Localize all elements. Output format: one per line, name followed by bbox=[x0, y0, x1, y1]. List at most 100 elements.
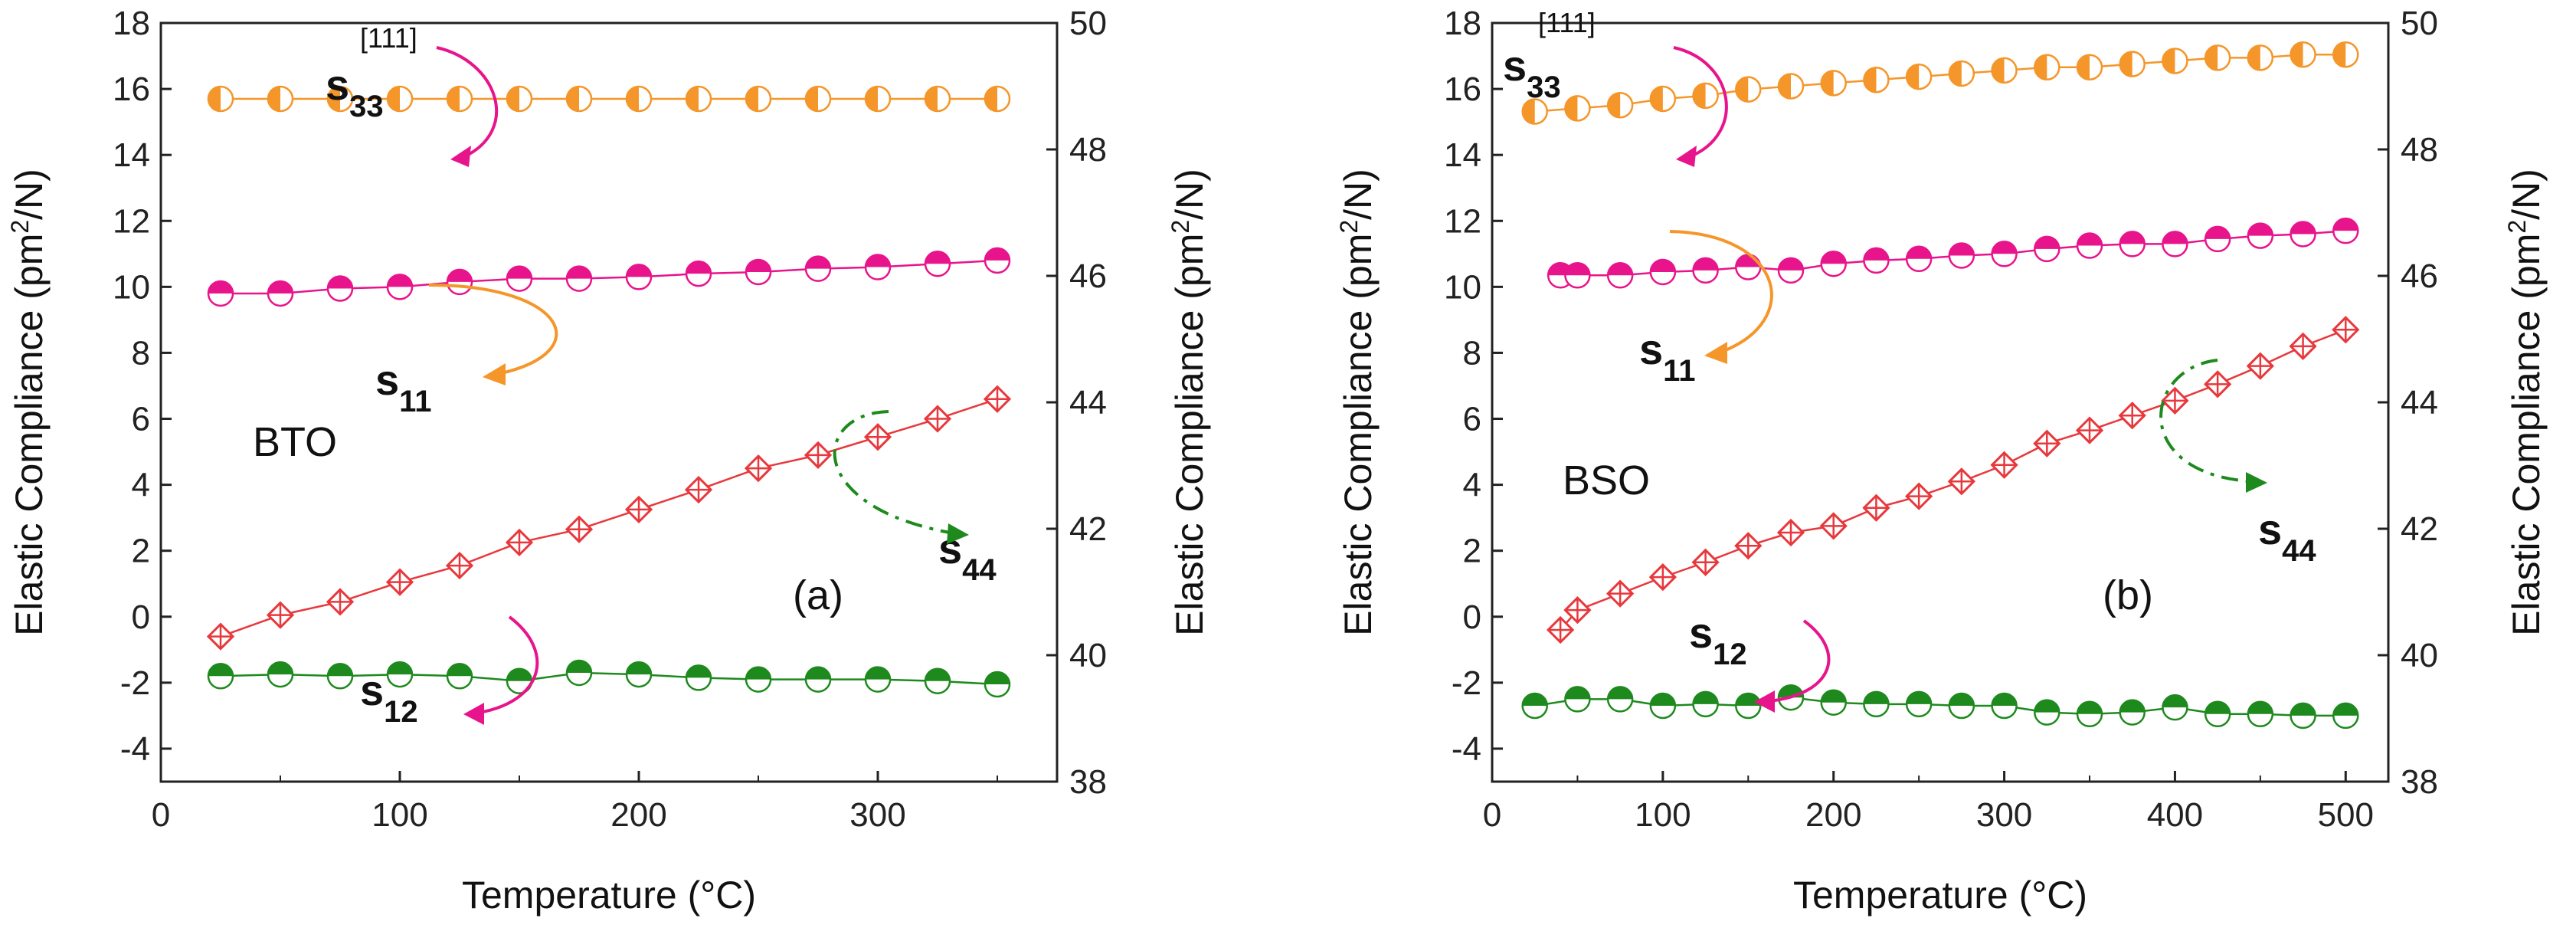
x-tick-label: 0 bbox=[1483, 796, 1501, 834]
data-point-s12 bbox=[864, 666, 892, 693]
svg-text:s11: s11 bbox=[1639, 325, 1695, 388]
y-tick-label-left: 4 bbox=[1463, 467, 1481, 504]
data-point-s33 bbox=[625, 85, 653, 113]
label-s33: s33 [111] bbox=[1503, 7, 1596, 104]
data-point-s44 bbox=[2118, 402, 2146, 430]
data-point-s11 bbox=[2119, 231, 2146, 257]
svg-text:[111]: [111] bbox=[360, 22, 417, 54]
data-point-s44 bbox=[2246, 352, 2274, 380]
data-point-s44 bbox=[326, 588, 355, 616]
data-point-s33 bbox=[1905, 63, 1933, 90]
data-point-s33 bbox=[1564, 95, 1591, 122]
data-point-s11 bbox=[1905, 245, 1933, 273]
data-point-s33 bbox=[685, 85, 712, 113]
panel-b: 0 100 200 300 400 500-4-202468101214161838404… bbox=[1335, 5, 2548, 917]
data-point-s44 bbox=[2161, 386, 2189, 415]
svg-text:[111]: [111] bbox=[1538, 7, 1596, 38]
data-point-s12 bbox=[745, 666, 772, 693]
x-axis-label: Temperature (°C) bbox=[462, 874, 756, 917]
data-point-s33 bbox=[864, 85, 892, 113]
data-point-s33 bbox=[2119, 51, 2146, 77]
y-tick-label-left: -4 bbox=[120, 730, 150, 768]
data-point-s11 bbox=[984, 247, 1011, 274]
data-point-s12 bbox=[386, 661, 414, 688]
y-tick-label-right: 42 bbox=[2401, 510, 2438, 548]
plot-frame bbox=[1491, 21, 2390, 783]
y-tick-label-right: 38 bbox=[2401, 763, 2438, 801]
label-s11: s11 bbox=[375, 356, 431, 418]
data-point-s12 bbox=[1820, 689, 1847, 716]
data-point-s33 bbox=[924, 85, 951, 113]
arrow-s44-head bbox=[2246, 472, 2267, 493]
data-point-s11 bbox=[506, 265, 533, 292]
data-point-s11 bbox=[2034, 235, 2060, 263]
arrow-s44 bbox=[2159, 359, 2249, 483]
data-point-s12 bbox=[2290, 702, 2316, 730]
data-point-s33 bbox=[506, 85, 533, 113]
data-point-s12 bbox=[1692, 690, 1719, 718]
label-s12: s12 bbox=[360, 666, 418, 729]
data-point-s11 bbox=[924, 250, 951, 277]
svg-text:s11: s11 bbox=[375, 356, 431, 418]
arrow-s11-head bbox=[1704, 342, 1727, 364]
data-point-s11 bbox=[1692, 257, 1719, 284]
x-tick-label: 300 bbox=[1976, 796, 2032, 834]
data-point-s44 bbox=[1734, 532, 1763, 560]
data-point-s12 bbox=[1606, 686, 1634, 713]
data-point-s12 bbox=[1863, 690, 1890, 718]
x-axis-label: Temperature (°C) bbox=[1793, 874, 2087, 917]
data-point-s11 bbox=[685, 260, 712, 287]
panel-label: (a) bbox=[793, 572, 843, 618]
data-point-s44 bbox=[1862, 494, 1890, 522]
data-point-s44 bbox=[1947, 467, 1975, 496]
data-point-s12 bbox=[2204, 700, 2231, 728]
data-point-s33 bbox=[565, 85, 593, 113]
x-tick-label: 0 bbox=[152, 796, 170, 834]
data-point-s11 bbox=[1863, 247, 1890, 274]
data-point-s12 bbox=[625, 661, 653, 688]
data-point-s44 bbox=[1905, 482, 1933, 510]
data-point-s12 bbox=[1735, 692, 1762, 720]
data-point-s11 bbox=[2204, 225, 2231, 253]
data-point-s33 bbox=[326, 85, 354, 113]
svg-text:s12: s12 bbox=[1689, 608, 1747, 671]
y-tick-label-right: 50 bbox=[2401, 5, 2438, 42]
data-point-s44 bbox=[624, 495, 653, 524]
x-tick-label: 100 bbox=[372, 796, 427, 834]
data-point-s33 bbox=[267, 85, 294, 113]
arrow-s12-head bbox=[1754, 690, 1775, 713]
data-point-s12 bbox=[326, 663, 354, 690]
arrow-s11 bbox=[1669, 230, 1773, 354]
label-s33: s33 [111] bbox=[326, 22, 417, 123]
y-tick-label-right: 44 bbox=[1069, 384, 1107, 421]
data-point-s33 bbox=[207, 85, 234, 113]
data-point-s44 bbox=[565, 515, 594, 543]
y-axis-label-left: Elastic Compliance (pm2/N) bbox=[6, 169, 51, 636]
data-point-s33 bbox=[1991, 57, 2018, 84]
y-tick-label-right: 50 bbox=[1069, 5, 1107, 42]
y-tick-label-left: 8 bbox=[132, 334, 150, 372]
data-point-s44 bbox=[266, 601, 295, 629]
data-point-s12 bbox=[984, 671, 1011, 698]
data-point-s44 bbox=[923, 405, 952, 433]
data-point-s12 bbox=[1905, 690, 1933, 718]
label-s44: s44 bbox=[2258, 505, 2316, 568]
data-point-s11 bbox=[386, 274, 414, 300]
x-tick-label: 400 bbox=[2147, 796, 2203, 834]
y-tick-label-left: 0 bbox=[1463, 598, 1481, 636]
x-tick-label: 200 bbox=[610, 796, 666, 834]
data-point-s12 bbox=[1948, 692, 1975, 720]
data-point-s33 bbox=[1863, 67, 1890, 93]
data-point-s44 bbox=[2033, 429, 2061, 457]
data-point-s44 bbox=[385, 568, 414, 596]
data-point-s12 bbox=[685, 664, 712, 691]
y-tick-label-right: 42 bbox=[1069, 510, 1107, 548]
svg-text:s12: s12 bbox=[360, 666, 418, 729]
data-point-s33 bbox=[2204, 44, 2231, 71]
data-point-s33 bbox=[2162, 48, 2188, 74]
data-point-s33 bbox=[2247, 44, 2274, 71]
data-point-s33 bbox=[1948, 60, 1975, 87]
data-point-s11 bbox=[207, 280, 234, 307]
data-point-s11 bbox=[804, 255, 832, 282]
